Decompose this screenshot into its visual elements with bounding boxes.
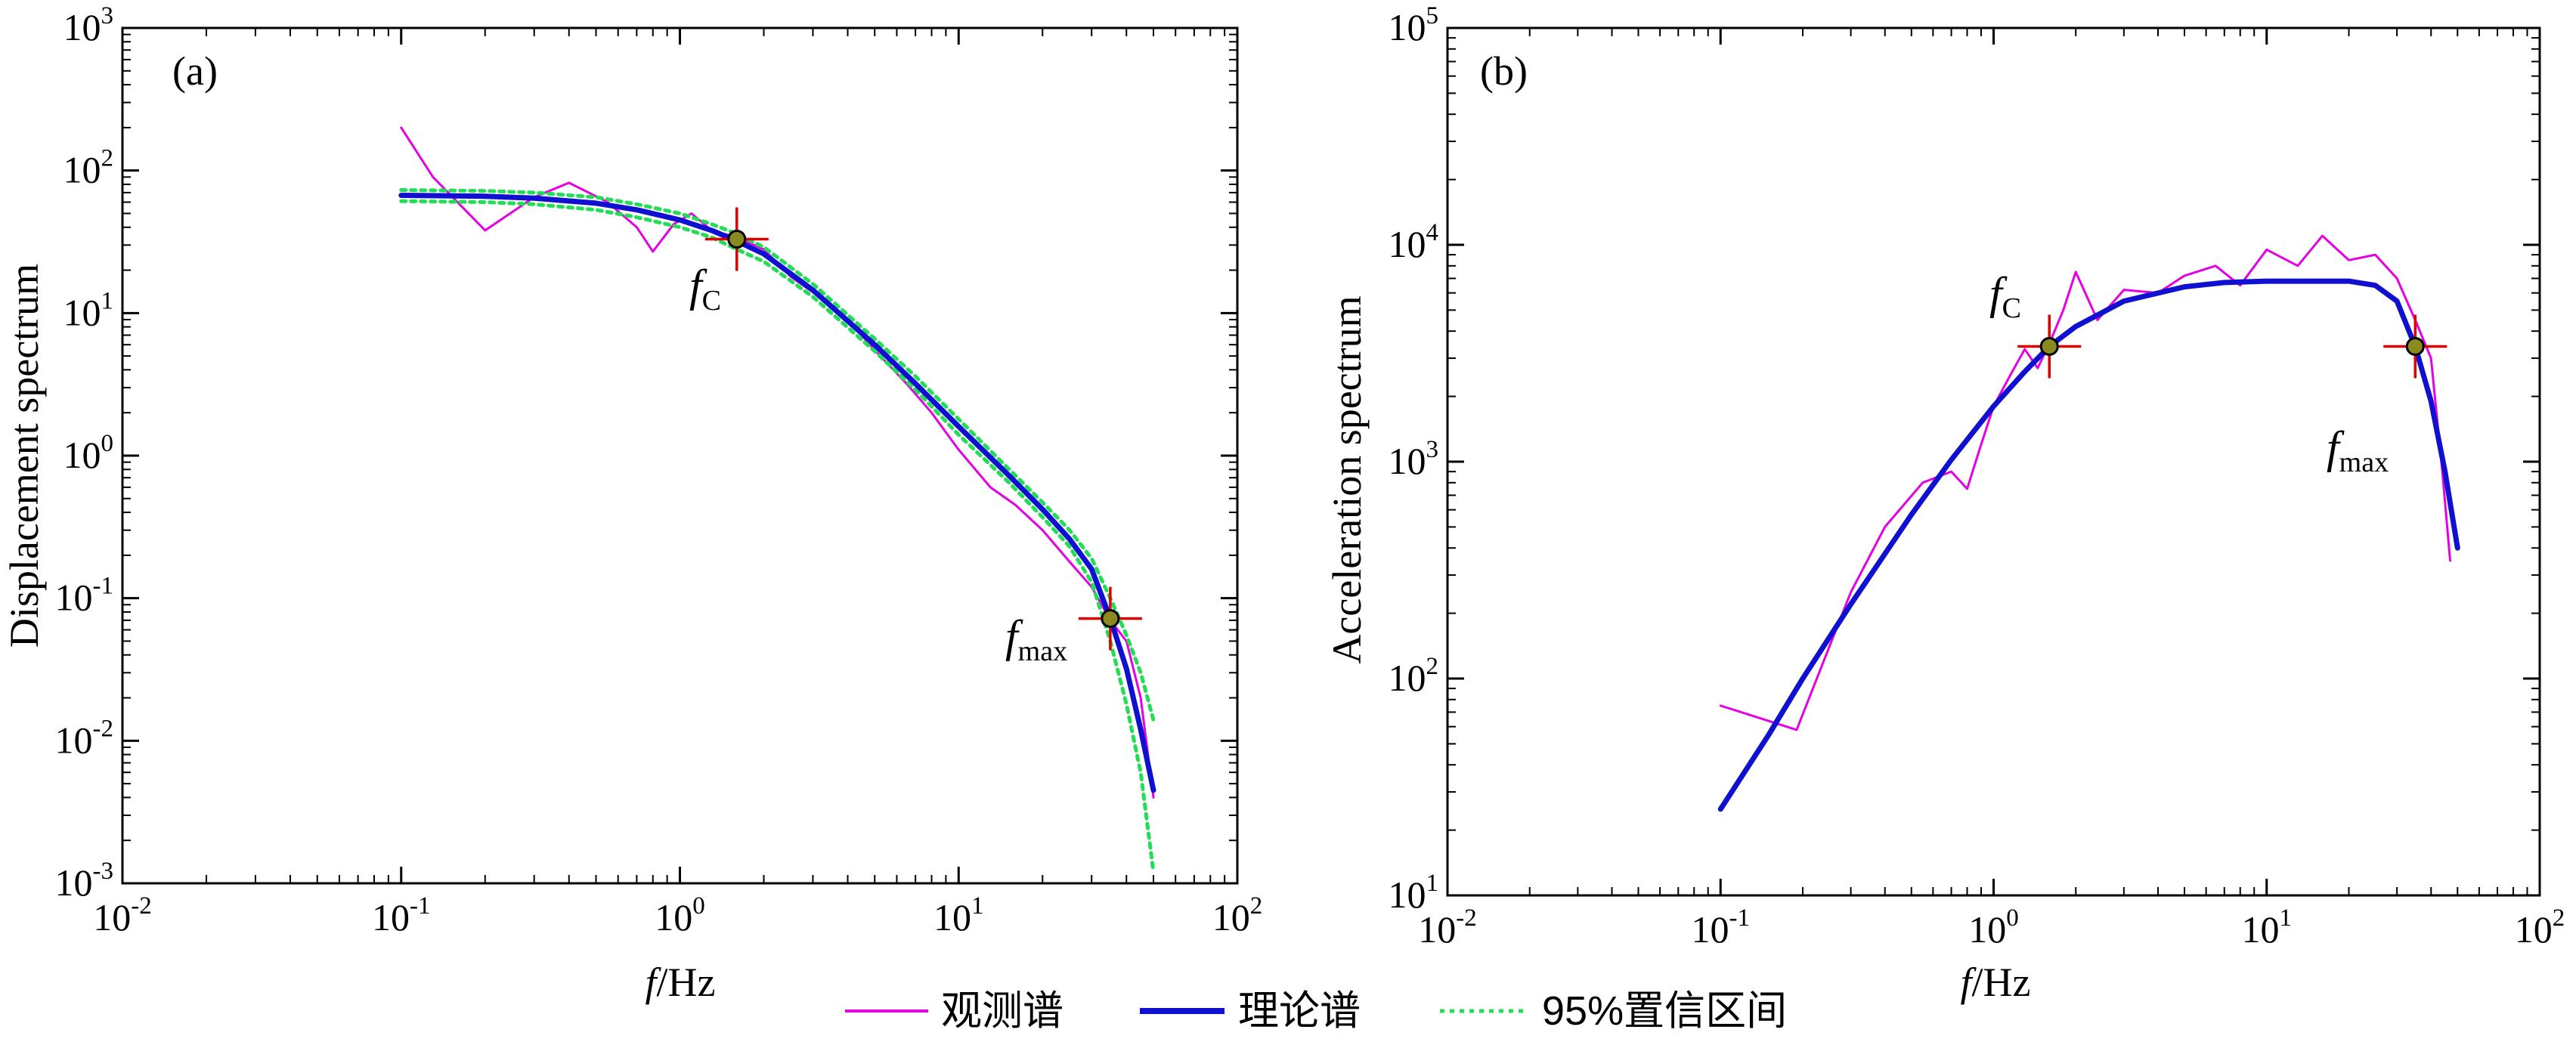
chart-b-xtick-label: 100	[1968, 904, 2019, 951]
chart-a-ticks: 10-2 10-1 100 101 10210-310-210-110010110210…	[55, 2, 1263, 938]
chart-b-panel-label: (b)	[1480, 48, 1528, 94]
chart-a-xtick-label: 10-1	[372, 892, 431, 938]
chart-b-ytick-label: 102	[1389, 653, 1439, 699]
chart-b-ytick-label: 105	[1389, 2, 1439, 48]
chart-a-xlabel: f/Hz	[646, 960, 716, 1005]
chart-b-plot-area	[1446, 26, 2541, 897]
chart-a-xtick-label: 100	[655, 892, 705, 938]
chart-b-ytick-label: 101	[1389, 870, 1439, 916]
chart-b-series	[1717, 234, 2460, 812]
chart-b-xtick-label: 102	[2515, 904, 2565, 951]
chart-a-xtick-label: 10-2	[93, 892, 152, 938]
chart-b-ylabel: Acceleration spectrum	[1324, 295, 1370, 663]
chart-a-annotation-fmax: fmax	[1005, 611, 1067, 667]
chart-a-ytick-label: 10-1	[55, 573, 114, 619]
legend-label-observed: 观测谱	[941, 988, 1064, 1034]
chart-a-panel-label: (a)	[172, 48, 218, 94]
chart-a-ytick-label: 10-3	[55, 858, 114, 904]
chart-a-ytick-label: 103	[63, 2, 114, 48]
chart-a-ytick-label: 101	[63, 287, 114, 333]
chart-a-ytick-label: 102	[63, 145, 114, 191]
chart-b-annotation-fmax: fmax	[2327, 422, 2389, 478]
chart-a-ylabel: Displacement spectrum	[2, 264, 47, 648]
chart-b-markers	[2017, 314, 2448, 379]
chart-a-ytick-label: 100	[63, 430, 114, 476]
chart-b: 10-2 10-1 100 101 102 101 102 103 104 105 (b) Acc…	[1324, 2, 2565, 1005]
legend: 观测谱 理论谱 95%置信区间	[845, 988, 1787, 1034]
chart-b-ticks: 10-2 10-1 100 101 102 101 102 103 104 105	[1389, 2, 2565, 951]
chart-b-ytick-label: 104	[1389, 219, 1439, 265]
chart-b-marker-fmax	[2383, 314, 2448, 379]
chart-b-series-observed	[1719, 234, 2451, 731]
chart-a-plot-area	[121, 26, 1239, 885]
chart-a-markers	[704, 207, 1142, 651]
chart-a-ytick-label: 10-2	[55, 715, 114, 761]
chart-a-series-confidence	[399, 188, 1156, 722]
chart-b-xtick-label: 10-1	[1692, 904, 1751, 951]
chart-b-xlabel: f/Hz	[1961, 960, 2031, 1005]
chart-a-series-theoretical	[398, 193, 1156, 793]
chart-a-xtick-label: 101	[933, 892, 984, 938]
chart-b-series-theoretical	[1717, 278, 2460, 812]
chart-a-marker-fmax	[1078, 586, 1142, 651]
legend-label-confidence: 95%置信区间	[1542, 988, 1787, 1034]
chart-a-marker-fC	[704, 207, 769, 271]
chart-b-xtick-label: 10-2	[1418, 904, 1477, 951]
chart-a-xtick-label: 102	[1212, 892, 1263, 938]
chart-b-annotation-fc: fC	[1989, 268, 2021, 324]
chart-a: 10-2 10-1 100 101 10210-310-210-110010110210…	[2, 2, 1262, 1005]
legend-label-theoretical: 理论谱	[1238, 988, 1361, 1034]
chart-b-ytick-label: 103	[1389, 436, 1439, 482]
chart-b-xtick-label: 101	[2242, 904, 2293, 951]
chart-b-marker-fC	[2017, 314, 2082, 379]
chart-b-xlabel-unit: /Hz	[1972, 960, 2031, 1005]
chart-a-xlabel-unit: /Hz	[657, 960, 716, 1005]
